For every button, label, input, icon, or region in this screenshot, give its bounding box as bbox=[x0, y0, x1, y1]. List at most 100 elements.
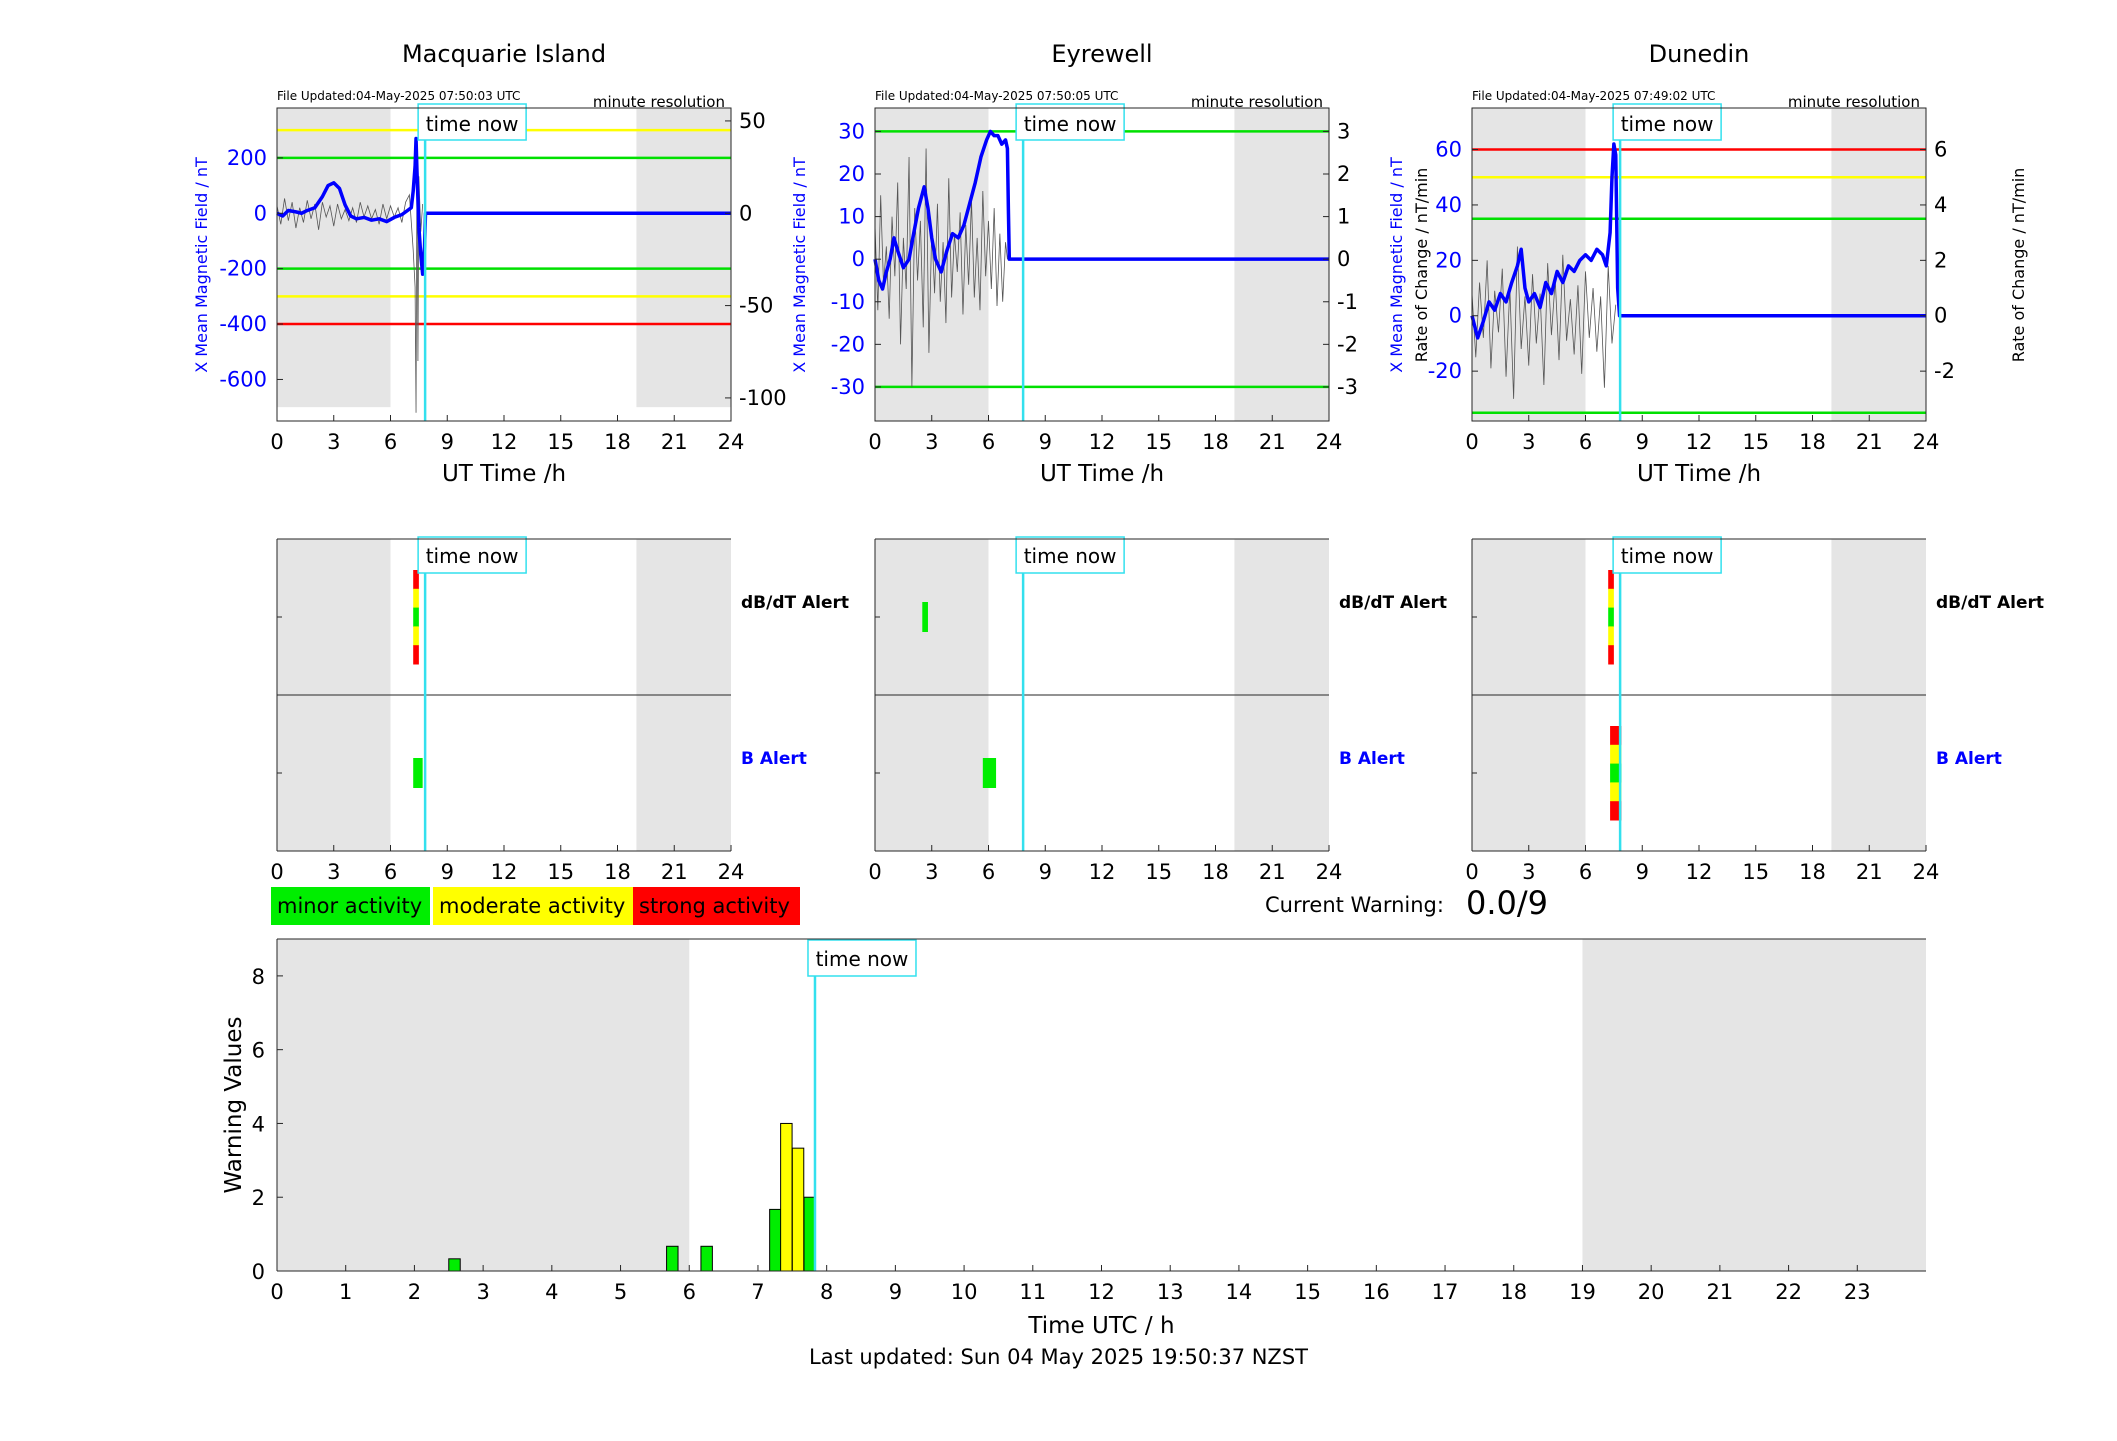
time-now-label: time now bbox=[1024, 544, 1117, 568]
dbdt-alert-bar bbox=[1608, 626, 1614, 646]
warning-bar bbox=[780, 1122, 793, 1272]
y-tick-label: 40 bbox=[1435, 193, 1462, 217]
x-tick-label: 9 bbox=[1636, 860, 1649, 884]
x-tick-label: 18 bbox=[1799, 860, 1826, 884]
y-tick-label: -600 bbox=[219, 367, 267, 391]
time-now-label: time now bbox=[426, 544, 519, 568]
dbdt-alert-bar bbox=[922, 602, 928, 632]
x-tick-label: 21 bbox=[661, 860, 688, 884]
dbdt-alert-bar bbox=[1608, 645, 1614, 665]
x-tick-label: 18 bbox=[1202, 430, 1229, 454]
x-tick-label: 9 bbox=[1039, 430, 1052, 454]
y-tick-label: -20 bbox=[1428, 359, 1462, 383]
x-tick-label: 3 bbox=[925, 430, 938, 454]
y2-tick-label: 2 bbox=[1337, 162, 1350, 186]
time-now-box bbox=[807, 939, 917, 977]
night-shading bbox=[277, 108, 391, 408]
x-tick-label: 17 bbox=[1432, 1280, 1459, 1304]
x-tick-label: 10 bbox=[951, 1280, 978, 1304]
x-tick-label: 21 bbox=[661, 430, 688, 454]
time-now-box bbox=[1015, 536, 1125, 574]
current-warning-value: 0.0/9 bbox=[1466, 884, 1549, 922]
y2-tick-label: -2 bbox=[1337, 332, 1358, 356]
night-shading bbox=[277, 939, 690, 1271]
time-now-label: time now bbox=[1024, 112, 1117, 136]
y2-tick-label: 1 bbox=[1337, 205, 1350, 229]
b-alert-bar bbox=[1610, 801, 1622, 821]
night-shading bbox=[636, 108, 731, 408]
x-tick-label: 24 bbox=[1913, 430, 1940, 454]
x-tick-label: 9 bbox=[441, 860, 454, 884]
x-tick-label: 0 bbox=[270, 1280, 283, 1304]
x-tick-label: 18 bbox=[1799, 430, 1826, 454]
x-axis-label: UT Time /h bbox=[1637, 461, 1761, 487]
x-tick-label: 9 bbox=[1039, 860, 1052, 884]
x-tick-label: 3 bbox=[1522, 860, 1535, 884]
dbdt-alert-bar bbox=[1608, 570, 1614, 590]
y2-tick-label: 50 bbox=[739, 109, 766, 133]
legend-minor: minor activity bbox=[271, 887, 430, 925]
current-warning-label: Current Warning: bbox=[1265, 893, 1444, 917]
x-tick-label: 12 bbox=[1089, 860, 1116, 884]
y-axis-label: X Mean Magnetic Field / nT bbox=[192, 157, 211, 373]
y-tick-label: 6 bbox=[252, 1039, 265, 1063]
b-alert-bar bbox=[1610, 782, 1622, 802]
dbdt-alert-bar bbox=[413, 588, 419, 609]
x-tick-label: 12 bbox=[1089, 430, 1116, 454]
warning-bar bbox=[448, 1258, 461, 1272]
station-title: Dunedin bbox=[1649, 40, 1750, 68]
dbdt-alert-label: dB/dT Alert bbox=[1339, 593, 1447, 613]
y-tick-label: 2 bbox=[252, 1186, 265, 1210]
x-tick-label: 0 bbox=[270, 430, 283, 454]
x-tick-label: 21 bbox=[1707, 1280, 1734, 1304]
x-tick-label: 14 bbox=[1226, 1280, 1253, 1304]
time-now-label: time now bbox=[426, 112, 519, 136]
x-tick-label: 6 bbox=[1579, 430, 1592, 454]
y2-tick-label: 2 bbox=[1934, 248, 1947, 272]
b-alert-bar bbox=[1610, 726, 1622, 746]
x-tick-label: 15 bbox=[547, 860, 574, 884]
resolution-text: minute resolution bbox=[1788, 93, 1920, 111]
x-tick-label: 0 bbox=[1465, 860, 1478, 884]
x-tick-label: 19 bbox=[1569, 1280, 1596, 1304]
x-tick-label: 12 bbox=[491, 430, 518, 454]
y2-tick-label: -50 bbox=[739, 294, 773, 318]
x-tick-label: 22 bbox=[1775, 1280, 1802, 1304]
y-tick-label: 0 bbox=[252, 1260, 265, 1284]
night-shading bbox=[1831, 108, 1926, 421]
warning-bar bbox=[769, 1208, 782, 1272]
y2-tick-label: 0 bbox=[1934, 304, 1947, 328]
x-tick-label: 24 bbox=[1316, 430, 1343, 454]
y-tick-label: 200 bbox=[227, 146, 267, 170]
x-tick-label: 6 bbox=[384, 430, 397, 454]
night-shading bbox=[875, 108, 989, 421]
x-axis-label: UT Time /h bbox=[1040, 461, 1164, 487]
file-updated-text: File Updated:04-May-2025 07:50:05 UTC bbox=[875, 89, 1118, 103]
b-alert-bar bbox=[1610, 744, 1622, 765]
x-tick-label: 12 bbox=[1686, 430, 1713, 454]
x-tick-label: 15 bbox=[1742, 430, 1769, 454]
y2-tick-label: 0 bbox=[1337, 247, 1350, 271]
x-tick-label: 21 bbox=[1259, 860, 1286, 884]
x-tick-label: 21 bbox=[1259, 430, 1286, 454]
y-tick-label: 20 bbox=[838, 162, 865, 186]
b-alert-bar bbox=[1610, 763, 1622, 783]
y-tick-label: 10 bbox=[838, 205, 865, 229]
dbdt-alert-bar bbox=[413, 607, 419, 627]
y-tick-label: -20 bbox=[831, 332, 865, 356]
x-tick-label: 6 bbox=[683, 1280, 696, 1304]
y2-tick-label: 6 bbox=[1934, 138, 1947, 162]
x-tick-label: 8 bbox=[820, 1280, 833, 1304]
y-tick-label: -30 bbox=[831, 375, 865, 399]
y-tick-label: 0 bbox=[852, 247, 865, 271]
x-tick-label: 13 bbox=[1157, 1280, 1184, 1304]
x-tick-label: 0 bbox=[1465, 430, 1478, 454]
time-now-label: time now bbox=[816, 947, 909, 971]
x-tick-label: 3 bbox=[476, 1280, 489, 1304]
y-axis-label: Warning Values bbox=[221, 1016, 247, 1193]
x-tick-label: 15 bbox=[1145, 430, 1172, 454]
magnetic-field-line bbox=[1470, 142, 1926, 340]
x-tick-label: 15 bbox=[1294, 1280, 1321, 1304]
x-tick-label: 12 bbox=[1686, 860, 1713, 884]
